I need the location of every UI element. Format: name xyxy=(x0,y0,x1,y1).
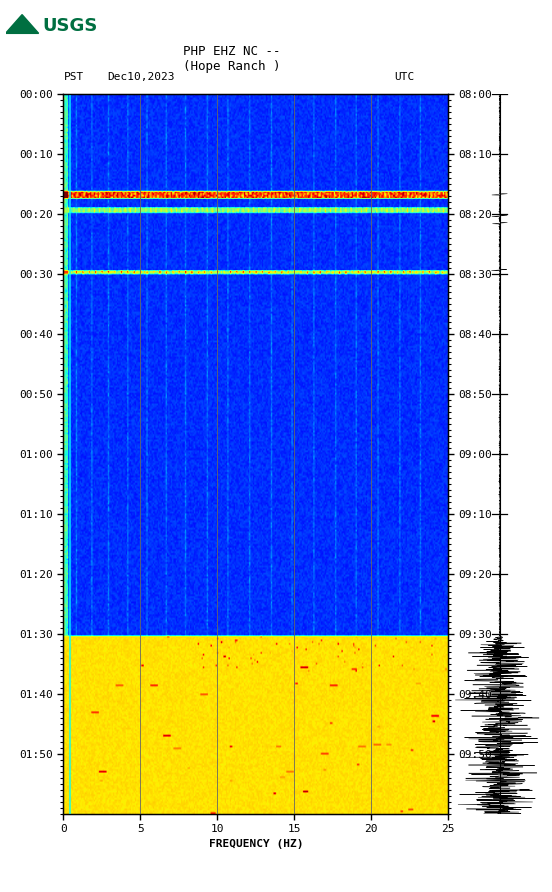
Text: PHP EHZ NC --: PHP EHZ NC -- xyxy=(183,45,280,58)
Text: Dec10,2023: Dec10,2023 xyxy=(108,72,175,82)
Text: USGS: USGS xyxy=(42,17,97,35)
Text: PST: PST xyxy=(63,72,84,82)
Text: (Hope Ranch ): (Hope Ranch ) xyxy=(183,60,280,72)
X-axis label: FREQUENCY (HZ): FREQUENCY (HZ) xyxy=(209,839,303,849)
Polygon shape xyxy=(6,14,39,33)
Text: UTC: UTC xyxy=(395,72,415,82)
